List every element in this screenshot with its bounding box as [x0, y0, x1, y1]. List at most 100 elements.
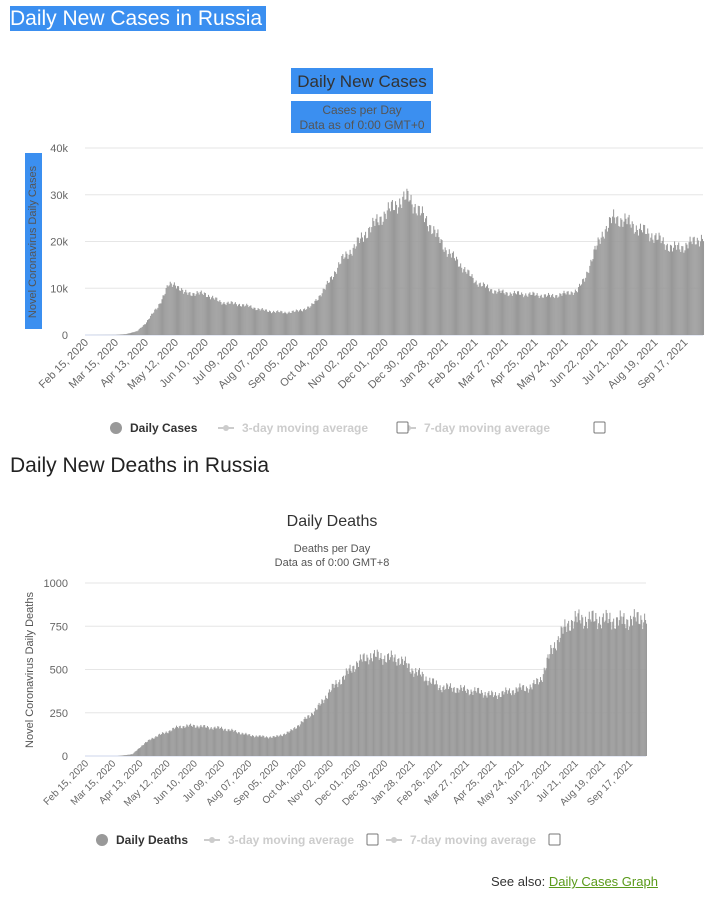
bar: [265, 309, 267, 335]
bar: [306, 718, 308, 756]
bar: [444, 247, 446, 335]
legend-checkbox[interactable]: [593, 421, 606, 434]
bar: [139, 327, 141, 335]
bar: [410, 194, 412, 335]
bar: [331, 279, 334, 335]
bar: [355, 246, 357, 335]
bar: [489, 291, 491, 335]
bar: [664, 249, 666, 335]
bar: [165, 288, 167, 335]
legend-item[interactable]: 3-day moving average: [218, 421, 368, 435]
bar: [539, 682, 541, 756]
bar: [366, 654, 368, 756]
bar: [195, 294, 197, 335]
bar: [351, 672, 353, 756]
bar: [199, 726, 201, 756]
bar: [157, 736, 159, 756]
bar: [612, 621, 614, 756]
bar: [169, 281, 171, 335]
bar: [140, 327, 142, 335]
bar: [464, 690, 466, 756]
bar: [611, 629, 613, 756]
bar: [259, 310, 261, 335]
bar: [255, 735, 257, 756]
bar: [368, 664, 370, 756]
bar: [236, 732, 238, 756]
legend-item[interactable]: 7-day moving average: [386, 833, 536, 847]
bar: [272, 736, 274, 756]
legend-checkbox[interactable]: [366, 833, 379, 846]
bar: [591, 611, 593, 756]
bar: [335, 680, 337, 756]
bar: [152, 738, 154, 756]
bar: [452, 688, 454, 756]
bar: [640, 230, 643, 335]
bar: [487, 284, 489, 335]
legend-label: 7-day moving average: [424, 421, 550, 435]
daily-cases-graph-link[interactable]: Daily Cases Graph: [548, 874, 658, 889]
bar: [179, 725, 181, 756]
bar: [483, 695, 485, 756]
bar: [226, 302, 228, 335]
bar: [294, 727, 296, 756]
bar: [539, 677, 541, 756]
bar: [446, 683, 448, 756]
bar: [646, 623, 647, 756]
see-also: See also: Daily Cases Graph: [491, 874, 658, 889]
bar: [372, 661, 374, 756]
bar: [270, 737, 272, 756]
bar: [302, 311, 304, 335]
bar: [641, 619, 643, 756]
bar: [317, 299, 319, 335]
bar: [565, 626, 567, 756]
bar: [292, 730, 294, 756]
bar: [699, 241, 701, 335]
bar: [559, 293, 561, 335]
bar: [345, 251, 347, 335]
bar: [156, 309, 158, 335]
daily-deaths-chart: Daily Deaths Deaths per Day Data as of 0…: [24, 513, 647, 847]
bar: [615, 617, 617, 756]
bar: [172, 284, 174, 335]
bar: [462, 272, 464, 335]
bar: [409, 672, 411, 756]
bar: [388, 653, 390, 756]
bar: [402, 196, 404, 335]
legend-item[interactable]: Daily Cases: [110, 421, 198, 435]
bar: [539, 295, 541, 335]
bar: [444, 689, 446, 756]
bar: [678, 242, 680, 335]
bar: [279, 735, 281, 756]
bar: [527, 692, 529, 756]
bar: [264, 309, 266, 335]
legend-item[interactable]: 7-day moving average: [400, 421, 550, 435]
bar: [474, 687, 476, 756]
bar: [345, 668, 347, 756]
bar: [397, 658, 399, 756]
bar: [503, 694, 505, 756]
legend-item[interactable]: 3-day moving average: [204, 833, 354, 847]
bar: [267, 738, 269, 756]
bar: [577, 287, 579, 335]
bar: [665, 245, 667, 335]
bar: [629, 224, 631, 335]
bar: [357, 662, 359, 756]
bar: [513, 694, 515, 756]
legend-checkbox[interactable]: [548, 833, 561, 846]
bar: [150, 739, 152, 756]
legend-item[interactable]: Daily Deaths: [96, 833, 188, 847]
bar: [305, 309, 307, 335]
bar: [589, 619, 591, 756]
chart-subtitle-highlight: [291, 101, 431, 133]
bar: [317, 704, 319, 756]
legend-checkbox[interactable]: [396, 421, 409, 434]
bar: [279, 312, 281, 335]
bar: [227, 729, 229, 756]
bar: [551, 648, 553, 756]
bar: [148, 319, 150, 335]
bar: [290, 729, 292, 756]
bar: [271, 313, 273, 335]
bar: [426, 680, 428, 756]
bar: [227, 301, 229, 335]
bar: [161, 299, 163, 335]
